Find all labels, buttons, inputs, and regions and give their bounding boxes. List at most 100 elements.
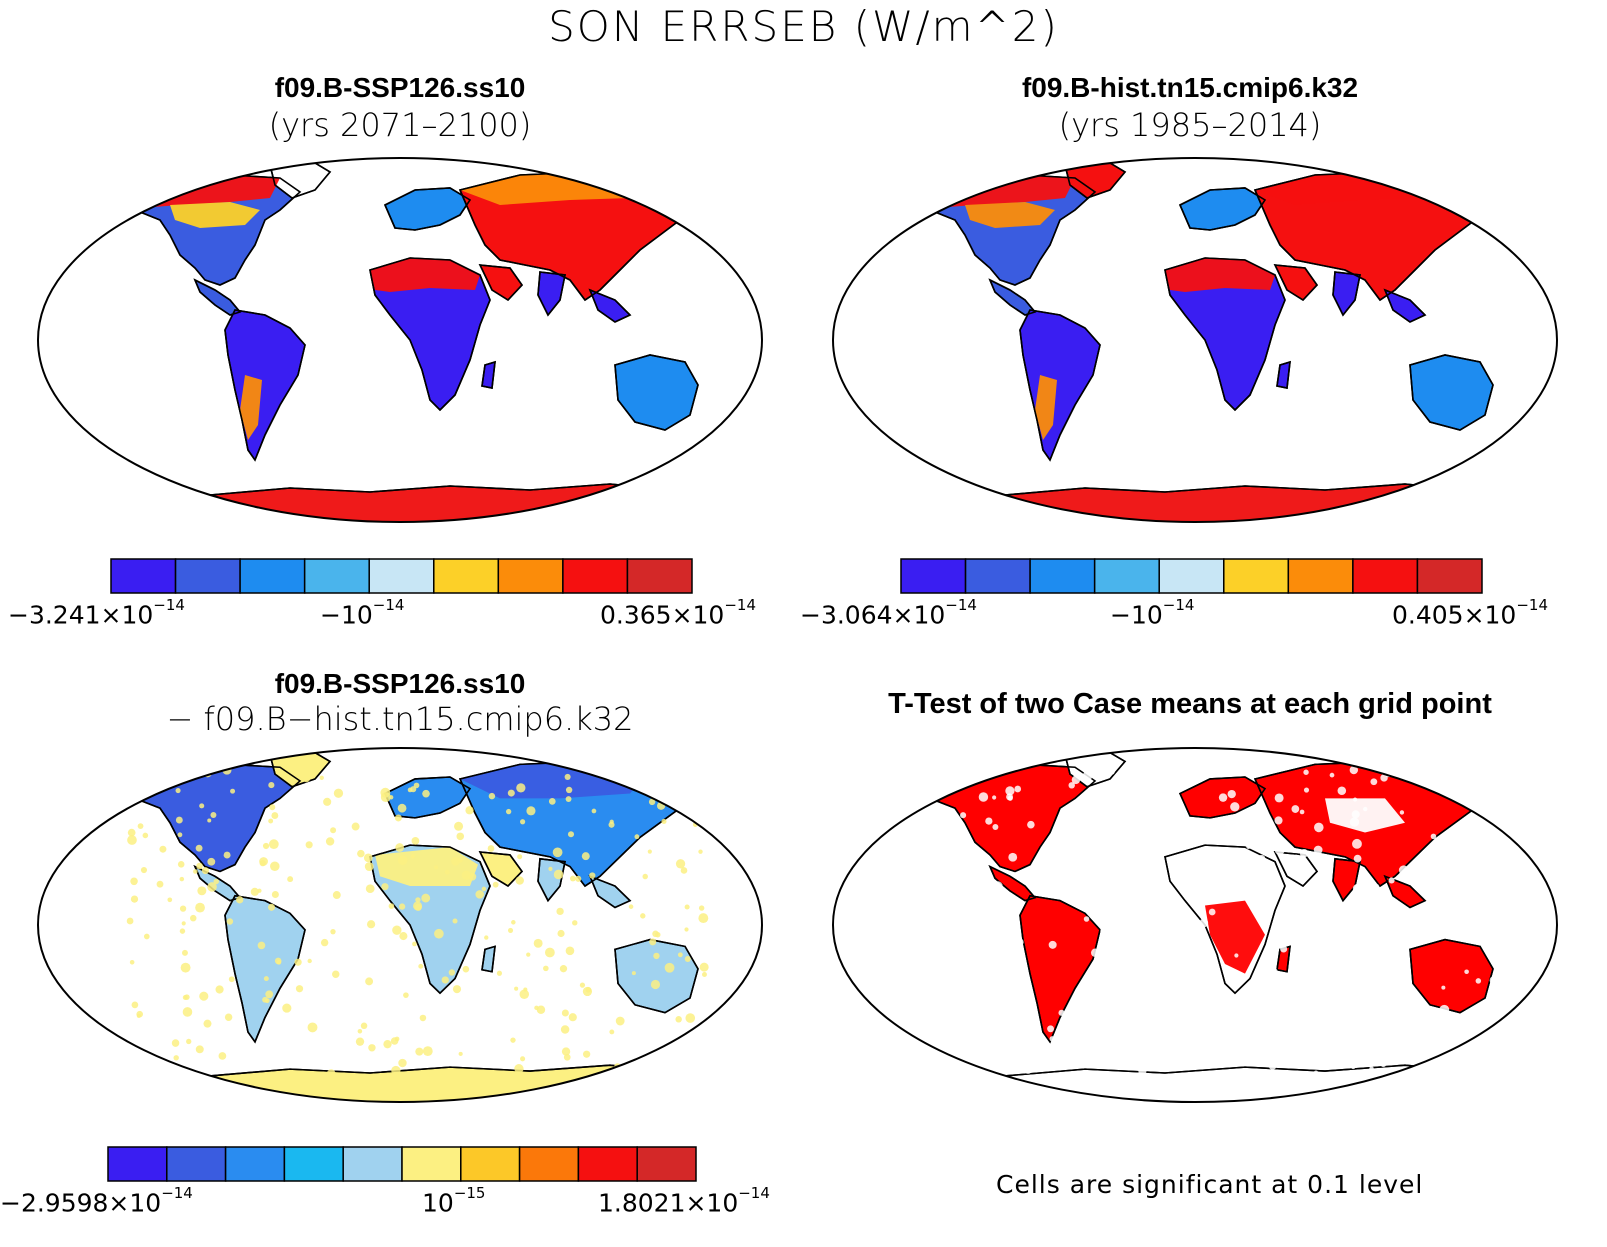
coastline-northAmerica	[918, 763, 1097, 873]
speckle	[1074, 824, 1083, 833]
coastline-centralAmerica	[193, 278, 242, 316]
speckle	[1368, 1048, 1374, 1054]
speckle	[1376, 972, 1383, 979]
speckle	[543, 965, 549, 972]
coastline-centralAmerica	[988, 278, 1037, 316]
speckle	[177, 832, 183, 838]
coastline-northAmerica	[123, 763, 302, 873]
speckle	[1374, 1070, 1380, 1076]
speckle	[186, 1038, 192, 1045]
speckle	[1080, 1048, 1086, 1054]
speckle	[207, 818, 212, 823]
speckle	[1133, 854, 1143, 865]
speckle	[1292, 854, 1300, 862]
speckle	[1071, 775, 1081, 785]
speckle	[609, 1029, 615, 1035]
speckle	[634, 834, 640, 840]
speckle	[1182, 1075, 1187, 1081]
speckle	[583, 1050, 591, 1058]
speckle	[130, 877, 138, 886]
speckle	[707, 771, 712, 776]
speckle	[699, 962, 709, 972]
speckle	[201, 867, 209, 875]
speckle	[1475, 978, 1482, 984]
speckle	[380, 787, 391, 798]
speckle	[1175, 878, 1183, 886]
speckle	[1351, 810, 1360, 819]
field-patch	[370, 258, 480, 292]
speckle	[561, 1047, 571, 1056]
colorbar-swatch	[283, 1146, 344, 1182]
speckle	[1154, 901, 1160, 907]
speckle	[1480, 914, 1489, 923]
speckle	[947, 917, 957, 927]
panel-bl-subtitle: − f09.B−hist.tn15.cmip6.k32	[166, 700, 634, 738]
speckle	[351, 822, 360, 831]
speckle	[1000, 1054, 1010, 1063]
speckle	[548, 866, 553, 871]
speckle	[702, 972, 707, 977]
speckle	[1241, 1002, 1247, 1007]
speckle	[1224, 1034, 1234, 1044]
colorbar-swatch	[562, 558, 629, 594]
speckle	[1500, 818, 1510, 828]
speckle	[1423, 779, 1430, 786]
speckle	[128, 1070, 137, 1078]
speckle	[1260, 921, 1268, 929]
speckle	[1041, 861, 1046, 866]
speckle	[1477, 847, 1486, 857]
coastline-australia	[1409, 938, 1494, 1014]
speckle	[1396, 1055, 1402, 1061]
speckle	[516, 783, 526, 793]
speckle	[456, 832, 465, 841]
map-border	[832, 747, 1558, 1103]
speckle	[1274, 793, 1284, 803]
speckle	[687, 1053, 697, 1063]
speckle	[1207, 955, 1212, 960]
colorbar-swatch	[497, 558, 564, 594]
speckle	[488, 792, 496, 800]
speckle	[559, 965, 568, 973]
speckle	[1380, 1012, 1391, 1023]
speckle	[1348, 1020, 1354, 1025]
speckle	[383, 1039, 392, 1049]
speckle	[1369, 1066, 1374, 1071]
speckle	[452, 918, 458, 924]
speckle	[570, 875, 576, 882]
speckle	[1268, 1062, 1277, 1070]
speckle	[698, 849, 703, 854]
speckle	[1399, 810, 1405, 815]
speckle	[415, 1047, 424, 1056]
speckle	[1058, 1009, 1065, 1016]
speckle	[1068, 782, 1075, 789]
speckle	[411, 836, 420, 845]
speckle	[568, 1013, 577, 1022]
speckle	[355, 1037, 365, 1046]
speckle	[565, 786, 573, 794]
field-patch	[1325, 798, 1405, 833]
speckle	[1243, 871, 1252, 879]
speckle	[642, 873, 648, 880]
speckle	[1152, 857, 1159, 863]
speckle	[213, 878, 220, 885]
colorbar-tr	[900, 558, 1483, 594]
speckle	[1005, 786, 1015, 796]
speckle	[1108, 768, 1115, 775]
speckle	[1258, 978, 1266, 986]
map-border	[37, 747, 763, 1103]
speckle	[226, 918, 234, 925]
speckle	[397, 855, 408, 866]
coastline-europe	[383, 776, 472, 819]
speckle	[698, 913, 709, 924]
speckle	[544, 947, 555, 958]
significance-footnote: Cells are significant at 0.1 level	[996, 1170, 1424, 1199]
coastline-southAmerica	[224, 309, 306, 462]
speckle	[1008, 852, 1018, 862]
speckle	[552, 847, 563, 858]
speckle	[159, 845, 167, 853]
speckle	[1086, 859, 1096, 869]
speckle	[1104, 875, 1113, 884]
speckle	[276, 959, 282, 965]
speckle	[1345, 988, 1355, 998]
speckle	[1439, 1004, 1450, 1015]
